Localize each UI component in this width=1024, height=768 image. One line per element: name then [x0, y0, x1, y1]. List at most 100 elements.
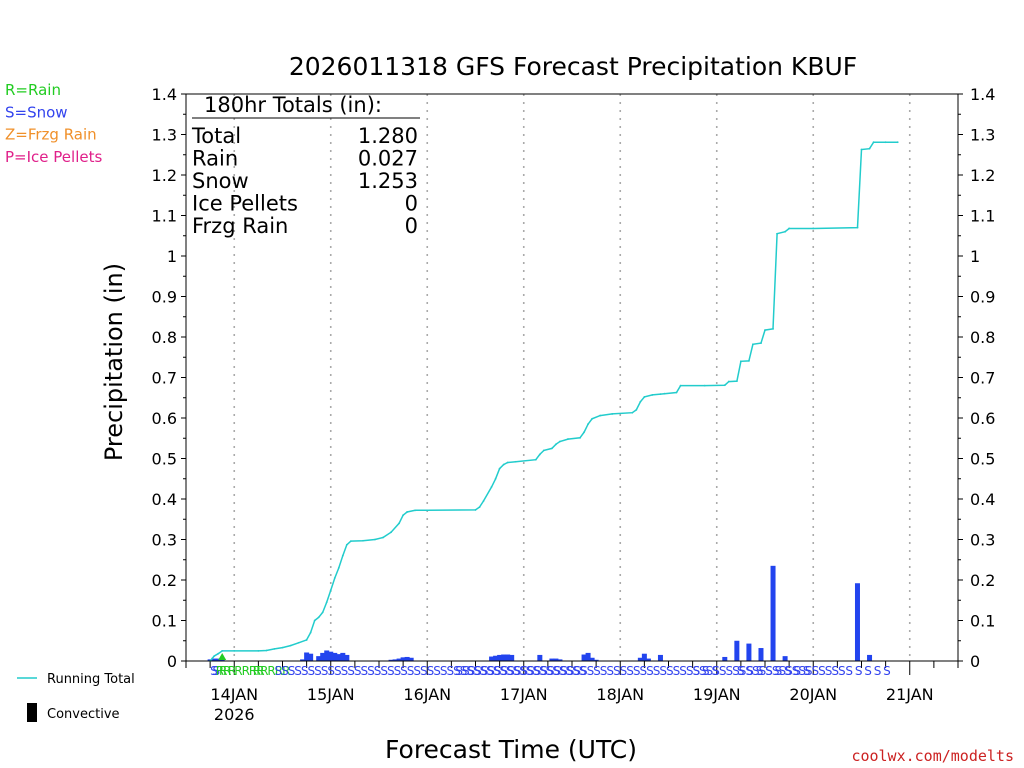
y-tick-label-right: 1: [970, 247, 980, 266]
y-tick-label-left: 0.9: [152, 288, 177, 307]
y-tick-label-right: 1.4: [970, 85, 995, 104]
running-total-point: [398, 522, 401, 525]
running-total-point: [559, 440, 561, 443]
y-tick-label-left: 1.1: [152, 207, 177, 226]
running-total-point: [257, 649, 260, 652]
running-total-point: [289, 644, 292, 647]
precip-bar: [770, 565, 776, 661]
running-total-series: [209, 141, 899, 662]
running-total-point: [211, 657, 214, 660]
running-total-point: [635, 409, 638, 411]
running-total-point: [735, 380, 738, 383]
y-tick-label-left: 0.8: [152, 328, 177, 347]
running-total-point: [337, 566, 340, 569]
running-total-point: [812, 227, 815, 230]
y-tick-label-right: 1.1: [970, 207, 995, 226]
running-total-point: [703, 384, 706, 387]
running-total-point: [273, 647, 276, 650]
precip-bars: [207, 565, 873, 661]
running-total-point: [406, 511, 409, 513]
day-gridlines: [233, 94, 911, 661]
convective-legend-swatch: [27, 703, 37, 722]
precip-bar: [641, 653, 647, 661]
running-total-point: [474, 509, 477, 511]
x-tick-year: 2026: [214, 705, 255, 724]
y-tick-label-left: 0.2: [152, 571, 177, 590]
running-total-point: [591, 417, 594, 420]
precip-type-legend-item: P=Ice Pellets: [5, 148, 102, 166]
precip-bar: [585, 652, 591, 661]
precip-bar: [304, 652, 310, 661]
totals-value: 0: [405, 192, 418, 216]
y-tick-label-left: 0.3: [152, 531, 177, 550]
x-tick-label: 14JAN: [210, 685, 258, 704]
totals-rows: Total 1.280 Rain 0.027 Snow 1.253 Ice Pellets 0…: [191, 124, 418, 238]
precip-bar: [324, 650, 330, 661]
running-total-point: [333, 577, 336, 579]
y-tick-label-left: 0.1: [152, 612, 177, 631]
running-total-point: [233, 649, 236, 652]
running-total-point: [534, 458, 537, 461]
precip-bar: [537, 654, 543, 661]
x-tick-label: 20JAN: [789, 685, 837, 704]
precip-bar: [782, 656, 788, 661]
y-tick-label-right: 1.3: [970, 126, 995, 145]
running-total-point: [631, 411, 634, 414]
precip-bar: [645, 658, 651, 661]
running-total-point: [309, 631, 312, 634]
x-tick-label: 17JAN: [500, 685, 548, 704]
totals-box: 180hr Totals (in): Total 1.280 Rain 0.027 Sn…: [191, 93, 420, 238]
running-total-point: [345, 543, 348, 546]
precip-bar: [501, 654, 507, 661]
precip-bar: [388, 659, 394, 661]
precip-type-legend-item: S=Snow: [5, 103, 68, 121]
running-total-point: [752, 343, 754, 346]
y-tick-label-left: 0.4: [152, 490, 177, 509]
running-total-point: [321, 611, 324, 614]
running-total-point: [374, 538, 376, 541]
plot-frame: [185, 93, 959, 662]
precip-bar: [557, 659, 563, 661]
precip-bar: [308, 653, 314, 661]
precip-type-label: R: [219, 664, 227, 678]
y-tick-label-right: 0.9: [970, 288, 995, 307]
precip-type-legend-item: R=Rain: [5, 81, 61, 99]
precip-bar: [553, 658, 559, 661]
running-total-point: [663, 392, 666, 395]
precip-bar: [497, 654, 503, 661]
running-total-point: [748, 359, 750, 362]
running-total-point: [643, 396, 646, 398]
running-total-point: [313, 619, 316, 622]
precip-bar: [300, 659, 306, 661]
running-total-point: [860, 148, 863, 151]
precip-bar: [215, 658, 221, 661]
precip-bar: [854, 583, 860, 661]
y-tick-label-right: 0.2: [970, 571, 995, 590]
precip-bar: [340, 652, 346, 661]
precip-type-label: S: [210, 664, 217, 678]
y-tick-label-right: 1.2: [970, 166, 995, 185]
totals-header: 180hr Totals (in):: [204, 93, 382, 117]
running-total-point: [498, 467, 501, 470]
precip-bar: [493, 655, 499, 661]
running-total-point: [599, 414, 602, 417]
y-axes: 0 00.1 0.10.2 0.20.3 0.30.4 0.40.5 0.50.6 0.60.…: [152, 85, 996, 671]
precip-bar: [734, 640, 740, 661]
y-tick-label-left: 1.3: [152, 126, 177, 145]
running-total-point: [502, 463, 505, 466]
running-total-point: [679, 384, 682, 387]
running-total-point: [414, 509, 417, 512]
y-tick-label-right: 0: [970, 652, 980, 671]
precip-bar: [509, 654, 515, 661]
precip-bar: [392, 659, 398, 661]
y-tick-label-left: 0.6: [152, 409, 177, 428]
running-total-point: [402, 514, 405, 517]
totals-label: Frzg Rain: [192, 214, 288, 238]
running-total-point: [506, 461, 509, 464]
running-total-point: [349, 540, 352, 543]
running-total-point: [317, 616, 320, 619]
running-total-point: [587, 423, 589, 425]
totals-value: 1.253: [358, 169, 418, 193]
running-total-point: [341, 554, 344, 557]
